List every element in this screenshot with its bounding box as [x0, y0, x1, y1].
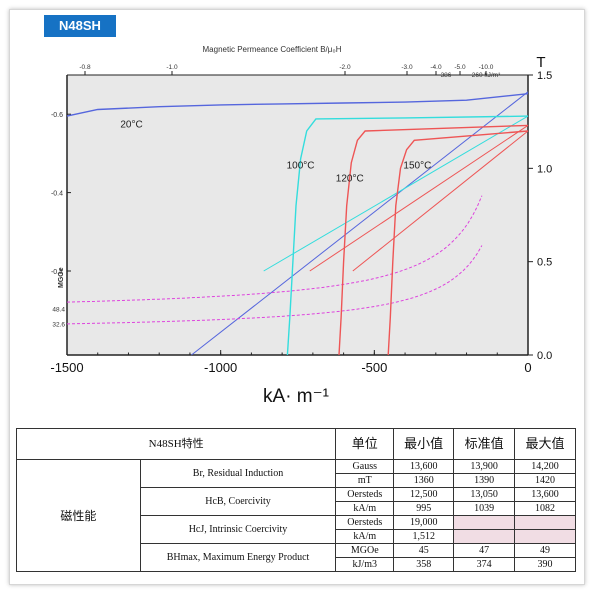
x-tick-label: -1000 — [204, 360, 237, 375]
bh-recoil-line — [352, 130, 529, 272]
group-label: 磁性能 — [16, 459, 141, 572]
energy-marker-label: 32.6 — [52, 321, 65, 328]
bh-label: BHmax, Maximum Energy Product — [139, 543, 337, 572]
bh-recoil-line — [309, 124, 529, 272]
x-tick-label: 0 — [524, 360, 531, 375]
top-tick-label: -4.0 — [430, 64, 442, 71]
table-title: N48SH特性 — [15, 428, 337, 460]
table-row: kA/m 995 1039 1082 — [17, 501, 576, 516]
spec-table: N48SH特性 单位 最小值 标准值 最大值 磁性能 Br, Residual … — [15, 428, 576, 572]
hcj-unit-kam: kA/m — [335, 529, 395, 544]
header-max: 最大值 — [514, 428, 576, 460]
table-header-row: N48SH特性 单位 最小值 标准值 最大值 — [15, 428, 576, 460]
bh-max-mgoe: 49 — [514, 543, 576, 558]
y2-tick-label: 0.5 — [537, 257, 552, 269]
energy-line-label: 260 kJ/m³ — [472, 72, 501, 79]
br-min-gauss: 13,600 — [393, 459, 455, 474]
br-std-mt: 1390 — [453, 473, 516, 488]
hcb-std-oe: 13,050 — [453, 487, 516, 502]
y1-tick-label: -0.4 — [51, 191, 63, 198]
y2-tick-label: 0.0 — [537, 350, 552, 362]
bh-min-mgoe: 45 — [393, 543, 455, 558]
y2-tick-label: 1.5 — [537, 70, 552, 82]
series-line — [286, 115, 529, 356]
y2-tick-label: 1.0 — [537, 163, 552, 175]
top-tick-label: -5.0 — [454, 64, 466, 71]
hcj-unit-oe: Oersteds — [335, 515, 395, 530]
br-label: Br, Residual Induction — [139, 459, 337, 488]
hcb-label: HcB, Coercivity — [139, 487, 337, 516]
energy-product-curve — [66, 195, 483, 303]
top-tick-label: -1.0 — [166, 64, 178, 71]
table-row: mT 1360 1390 1420 — [17, 473, 576, 488]
table-row: BHmax, Maximum Energy Product MGOe 45 47… — [17, 543, 576, 572]
hcj-min-oe: 19,000 — [393, 515, 455, 530]
x-tick-label: -500 — [361, 360, 387, 375]
series-line — [338, 124, 529, 356]
hcj-max-kam-empty — [514, 529, 576, 544]
bh-min-kjm3: 358 — [393, 557, 455, 572]
x-axis-label: kA· m⁻¹ — [263, 386, 329, 407]
bh-unit-mgoe: MGOe — [335, 543, 395, 558]
bh-recoil-line — [263, 115, 529, 272]
left-axis-label: MGOe — [58, 267, 65, 288]
y1-tick-label: -0.2 — [51, 269, 63, 276]
top-tick-label: -3.0 — [401, 64, 413, 71]
br-max-gauss: 14,200 — [514, 459, 576, 474]
br-std-gauss: 13,900 — [453, 459, 516, 474]
hcb-max-oe: 13,600 — [514, 487, 576, 502]
br-min-mt: 1360 — [393, 473, 455, 488]
demagnetization-chart: -1500 -1000 -500 0 0.0 0.5 1.0 1.5 -0.6 -0.4 -0.2 4… — [50, 45, 552, 407]
hcj-std-kam-empty — [453, 529, 516, 544]
top-tick-label: -0.8 — [79, 64, 91, 71]
table-row: 磁性能 Br, Residual Induction Gauss 13,600 … — [16, 459, 576, 572]
bh-max-kjm3: 390 — [514, 557, 576, 572]
energy-product-curve — [66, 245, 483, 325]
energy-marker-label: 48.4 — [52, 306, 65, 313]
grade-badge: N48SH — [44, 15, 116, 37]
plot-area — [67, 75, 528, 355]
hcb-min-oe: 12,500 — [393, 487, 455, 502]
hcb-std-kam: 1039 — [453, 501, 516, 516]
y1-tick-label: -0.6 — [51, 112, 63, 119]
series-annotation: 100°C — [287, 160, 315, 171]
header-unit: 单位 — [335, 428, 395, 460]
hcb-max-kam: 1082 — [514, 501, 576, 516]
x-tick-label: -1500 — [50, 360, 83, 375]
series-annotation: 120°C — [336, 173, 364, 184]
header-min: 最小值 — [393, 428, 455, 460]
table-row: kJ/m3 358 374 390 — [17, 557, 576, 572]
hcj-min-kam: 1,512 — [393, 529, 455, 544]
chart-title: Magnetic Permeance Coefficient B/μ₀H — [203, 45, 342, 54]
hcj-std-oe-empty — [453, 515, 516, 530]
hcb-min-kam: 995 — [393, 501, 455, 516]
bh-std-kjm3: 374 — [453, 557, 516, 572]
hcj-max-oe-empty — [514, 515, 576, 530]
hcb-unit-oe: Oersteds — [335, 487, 395, 502]
br-unit-mt: mT — [335, 473, 395, 488]
series-line — [66, 93, 529, 117]
y2-axis-label: T — [536, 54, 545, 71]
top-tick-label: -2.0 — [339, 64, 351, 71]
series-line — [387, 130, 529, 356]
br-max-mt: 1420 — [514, 473, 576, 488]
hcj-label: HcJ, Intrinsic Coercivity — [139, 515, 337, 544]
series-annotation: 20°C — [120, 119, 142, 130]
header-std: 标准值 — [453, 428, 516, 460]
energy-line-label: 386 — [441, 72, 452, 79]
series-annotation: 150°C — [403, 160, 431, 171]
hcb-unit-kam: kA/m — [335, 501, 395, 516]
top-tick-label: -10.0 — [479, 64, 494, 71]
bh-std-mgoe: 47 — [453, 543, 516, 558]
br-unit-gauss: Gauss — [335, 459, 395, 474]
bh-unit-kjm3: kJ/m3 — [335, 557, 395, 572]
